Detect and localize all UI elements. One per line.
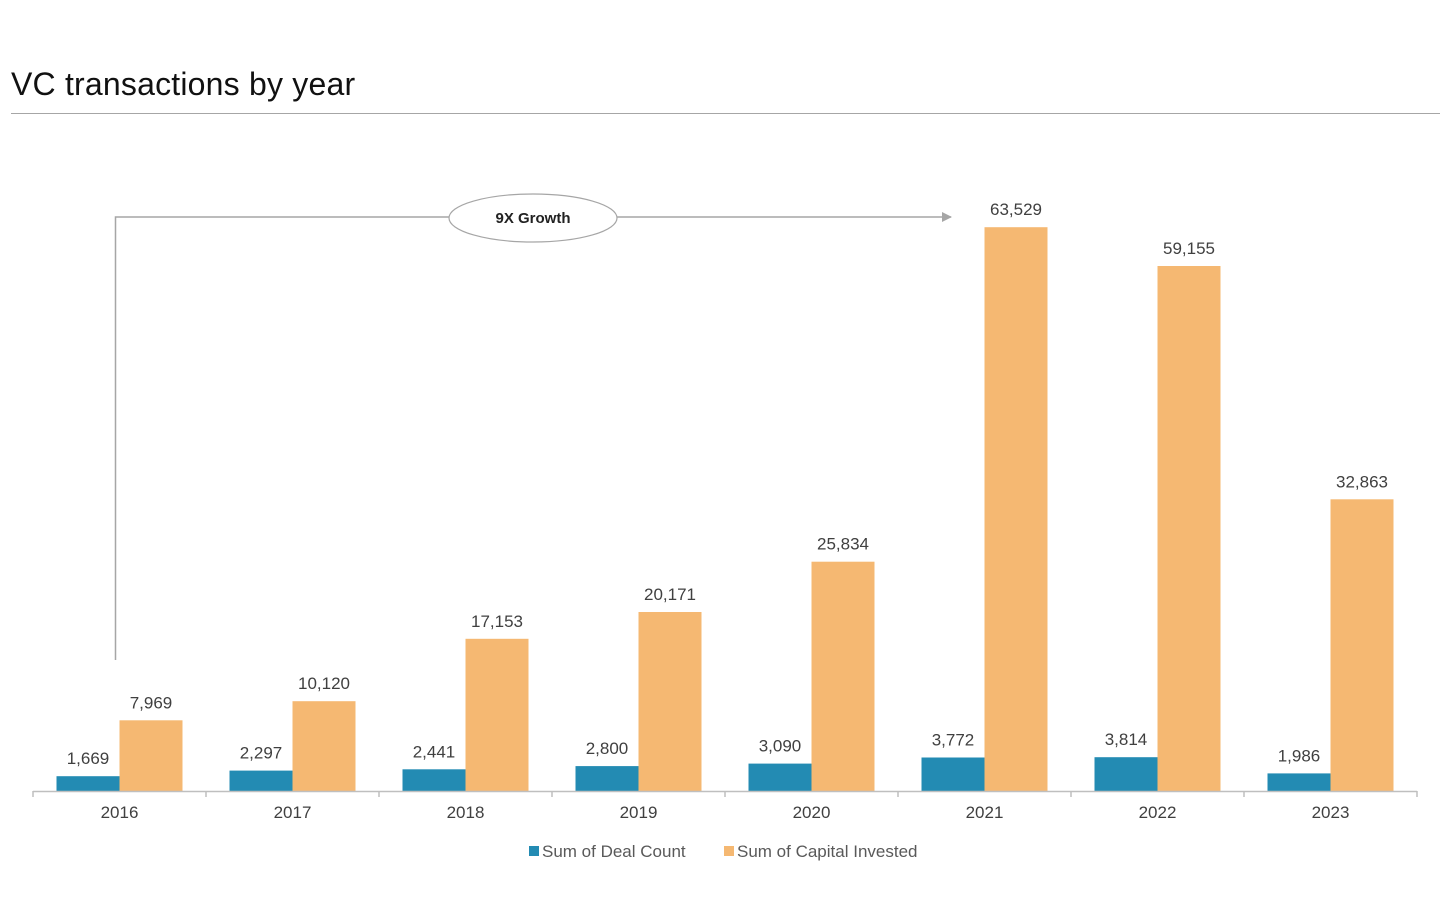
- page-title: VC transactions by year: [11, 66, 356, 102]
- bar-sum-of-capital-invested-2017: [292, 701, 356, 791]
- bar-sum-of-capital-invested-2021: [984, 227, 1048, 791]
- x-tick-label-2019: 2019: [620, 803, 658, 822]
- data-label-sum-of-capital-invested-2018: 17,153: [471, 612, 523, 631]
- bar-sum-of-deal-count-2019: [575, 766, 639, 791]
- legend: Sum of Deal Count Sum of Capital Invested: [529, 842, 917, 861]
- bar-sum-of-capital-invested-2019: [638, 612, 702, 791]
- growth-annotation: 9X Growth: [114, 193, 952, 660]
- bar-sum-of-deal-count-2022: [1094, 757, 1158, 791]
- data-label-sum-of-deal-count-2016: 1,669: [67, 749, 110, 768]
- x-tick-label-2018: 2018: [447, 803, 485, 822]
- data-label-sum-of-deal-count-2017: 2,297: [240, 744, 283, 763]
- data-label-sum-of-capital-invested-2019: 20,171: [644, 585, 696, 604]
- bar-sum-of-capital-invested-2016: [119, 720, 183, 791]
- growth-callout-bubble: [448, 193, 618, 243]
- bar-sum-of-deal-count-2016: [56, 776, 120, 791]
- bar-sum-of-capital-invested-2018: [465, 638, 529, 791]
- data-label-sum-of-deal-count-2018: 2,441: [413, 742, 456, 761]
- legend-swatch-sum-of-deal-count: [529, 846, 539, 856]
- data-labels: 1,669 7,969 2,297 10,120 2,441 17,153 2,800 20,…: [67, 200, 1388, 768]
- data-label-sum-of-capital-invested-2016: 7,969: [130, 693, 173, 712]
- x-tick-label-2016: 2016: [101, 803, 139, 822]
- data-label-sum-of-capital-invested-2020: 25,834: [817, 535, 869, 554]
- bar-sum-of-capital-invested-2022: [1157, 266, 1221, 791]
- bar-sum-of-deal-count-2017: [229, 770, 293, 791]
- legend-label-sum-of-deal-count: Sum of Deal Count: [542, 842, 686, 861]
- x-tick-label-2021: 2021: [966, 803, 1004, 822]
- growth-callout-label: 9X Growth: [495, 210, 570, 227]
- data-label-sum-of-capital-invested-2017: 10,120: [298, 674, 350, 693]
- x-tick-label-2023: 2023: [1312, 803, 1350, 822]
- bar-sum-of-deal-count-2018: [402, 769, 466, 791]
- x-axis: 2016 2017 2018 2019 2020 2021 2022 2023: [32, 790, 1418, 822]
- x-tick-label-2020: 2020: [793, 803, 831, 822]
- data-label-sum-of-capital-invested-2023: 32,863: [1336, 472, 1388, 491]
- growth-arrow: [114, 212, 952, 660]
- bars: [56, 227, 1394, 791]
- x-tick-label-2022: 2022: [1139, 803, 1177, 822]
- data-label-sum-of-deal-count-2023: 1,986: [1278, 746, 1321, 765]
- data-label-sum-of-deal-count-2022: 3,814: [1105, 730, 1148, 749]
- title-divider: [11, 113, 1440, 114]
- legend-label-sum-of-capital-invested: Sum of Capital Invested: [737, 842, 917, 861]
- bar-sum-of-deal-count-2020: [748, 763, 812, 791]
- legend-swatch-sum-of-capital-invested: [724, 846, 734, 856]
- data-label-sum-of-capital-invested-2022: 59,155: [1163, 239, 1215, 258]
- bar-sum-of-deal-count-2021: [921, 757, 985, 791]
- bar-sum-of-capital-invested-2020: [811, 561, 875, 791]
- bar-sum-of-deal-count-2023: [1267, 773, 1331, 791]
- data-label-sum-of-deal-count-2020: 3,090: [759, 737, 802, 756]
- data-label-sum-of-deal-count-2019: 2,800: [586, 739, 629, 758]
- data-label-sum-of-deal-count-2021: 3,772: [932, 731, 975, 750]
- x-tick-label-2017: 2017: [274, 803, 312, 822]
- data-label-sum-of-capital-invested-2021: 63,529: [990, 200, 1042, 219]
- bar-sum-of-capital-invested-2023: [1330, 499, 1394, 791]
